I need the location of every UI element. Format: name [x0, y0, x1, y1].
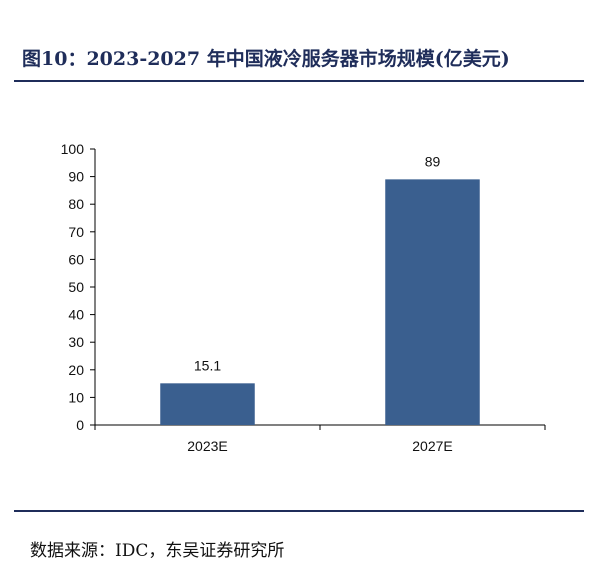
- y-tick: 80: [68, 196, 95, 212]
- y-axis: 0 10 20 30 40 50 60 70 80 90 100: [61, 141, 96, 433]
- y-tick-label: 40: [68, 307, 84, 323]
- data-labels: 15.1 89: [194, 153, 441, 373]
- y-tick: 100: [61, 141, 95, 157]
- y-tick: 40: [68, 307, 95, 323]
- y-tick-label: 10: [68, 389, 84, 405]
- x-tick-label-2023E: 2023E: [187, 438, 227, 454]
- figure-title: 图10：2023-2027 年中国液冷服务器市场规模(亿美元): [22, 48, 510, 70]
- data-label-2023E: 15.1: [194, 357, 221, 373]
- y-tick-label: 70: [68, 224, 84, 240]
- y-tick: 70: [68, 224, 95, 240]
- bars: [160, 179, 480, 425]
- y-tick-label: 50: [68, 279, 84, 295]
- bar-2023E: [160, 383, 255, 425]
- y-tick-label: 0: [76, 417, 84, 433]
- title-divider: [14, 80, 584, 82]
- y-tick: 60: [68, 251, 95, 267]
- x-tick-label-2027E: 2027E: [412, 438, 452, 454]
- y-tick: 90: [68, 169, 95, 185]
- y-tick-label: 60: [68, 251, 84, 267]
- y-tick-label: 30: [68, 334, 84, 350]
- x-axis: 2023E 2027E: [94, 424, 546, 454]
- source-note: 数据来源：IDC，东吴证券研究所: [30, 541, 285, 561]
- y-tick: 10: [68, 389, 95, 405]
- y-tick: 0: [76, 417, 95, 433]
- y-tick: 20: [68, 362, 95, 378]
- y-tick-label: 100: [61, 141, 85, 157]
- data-label-2027E: 89: [425, 153, 441, 169]
- bar-2027E: [385, 179, 480, 425]
- y-tick: 30: [68, 334, 95, 350]
- y-tick-label: 20: [68, 362, 84, 378]
- y-tick-label: 90: [68, 169, 84, 185]
- y-tick-label: 80: [68, 196, 84, 212]
- source-divider: [14, 510, 584, 512]
- y-tick: 50: [68, 279, 95, 295]
